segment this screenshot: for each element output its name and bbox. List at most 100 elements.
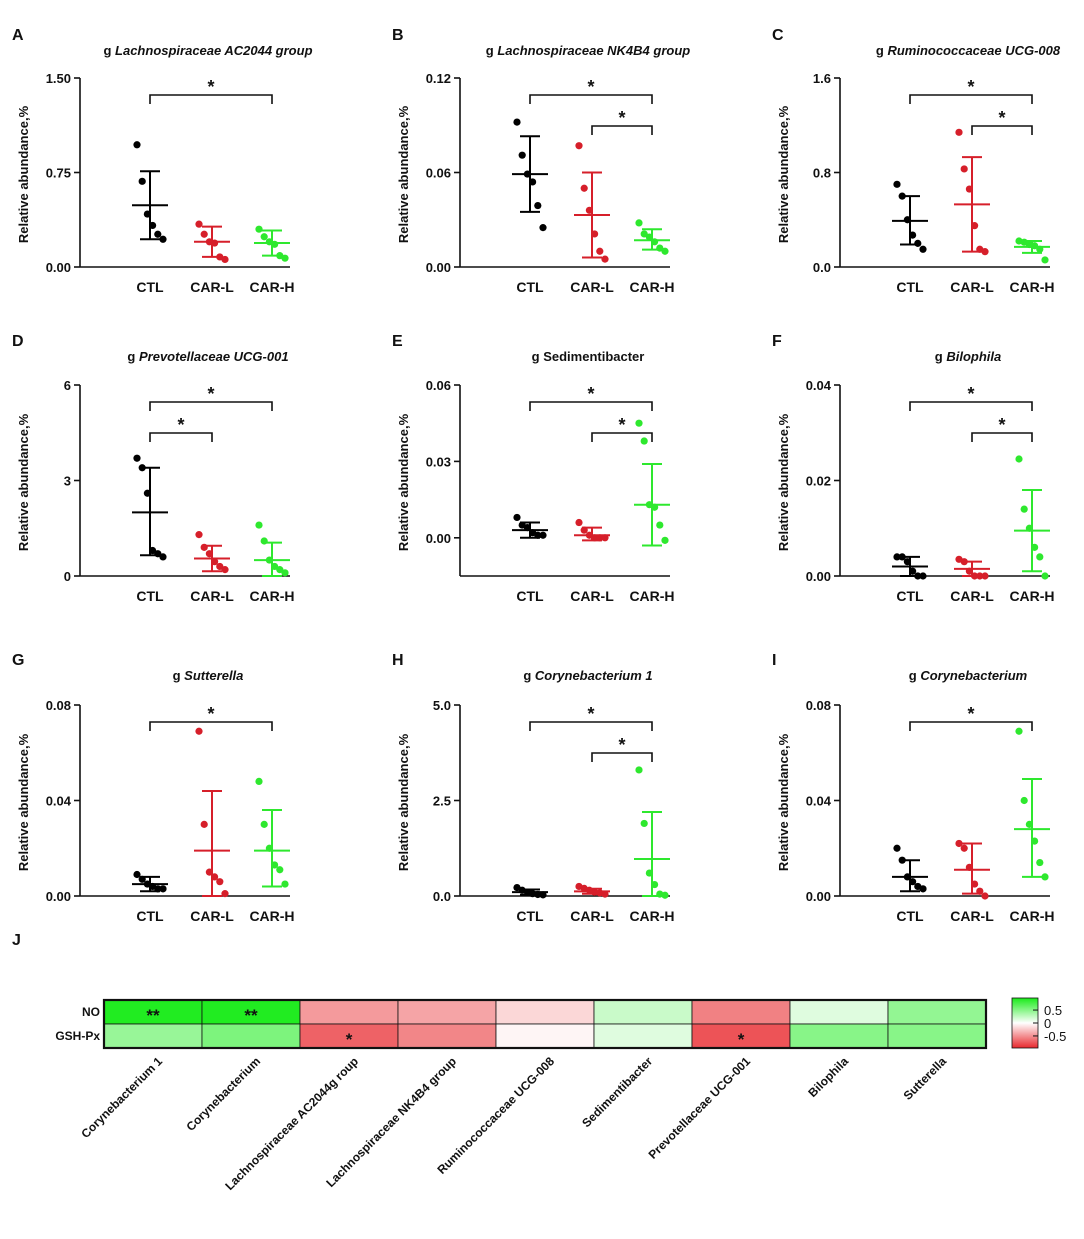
colorbar-tick-label: 0 — [1044, 1016, 1051, 1031]
data-point — [255, 225, 263, 233]
x-category-label: CAR-H — [629, 908, 674, 924]
x-category-label: CAR-H — [629, 279, 674, 295]
heatmap-star: * — [346, 1030, 353, 1049]
data-point — [255, 521, 263, 529]
data-point — [281, 569, 289, 577]
y-tick-label: 1.50 — [46, 71, 71, 86]
data-point — [1036, 858, 1044, 867]
data-point — [281, 254, 289, 262]
panel-E: Eg Sedimentibacter Relative abundance,% 0.… — [392, 333, 675, 604]
significance-bracket — [149, 401, 273, 411]
x-category-label: CAR-H — [249, 588, 294, 604]
data-point — [919, 245, 927, 253]
title-prefix: g — [523, 668, 535, 683]
title-prefix: g — [935, 349, 947, 364]
x-category-label: CAR-H — [249, 279, 294, 295]
y-tick-label: 0.00 — [46, 889, 71, 904]
x-category-label: CTL — [896, 279, 924, 295]
y-tick-label: 0.03 — [426, 454, 451, 469]
significance-star: * — [207, 384, 214, 404]
y-tick-label: 0.04 — [46, 794, 72, 809]
data-point — [281, 880, 289, 888]
x-category-label: CAR-L — [570, 908, 614, 924]
title-genus: Ruminococcaceae UCG-008 — [887, 43, 1060, 58]
y-tick-label: 2.5 — [433, 794, 451, 809]
y-tick-label: 0.8 — [813, 166, 831, 181]
significance-bracket — [909, 721, 1033, 731]
y-axis-label: Relative abundance,% — [16, 105, 31, 243]
data-point — [575, 518, 583, 527]
data-point — [200, 820, 208, 828]
significance-bracket — [909, 94, 1033, 104]
data-point — [656, 521, 664, 529]
colorbar-tick-label: 0.5 — [1044, 1003, 1062, 1018]
y-tick-label: 5.0 — [433, 698, 451, 713]
significance-star: * — [618, 735, 625, 755]
data-point — [1036, 553, 1044, 561]
y-tick-label: 0.0 — [433, 889, 451, 904]
panel-title: g Lachnospiraceae NK4B4 group — [486, 43, 691, 58]
title-genus: Corynebacterium 1 — [535, 668, 653, 683]
significance-star: * — [967, 384, 974, 404]
heatmap-cell — [299, 999, 399, 1025]
heatmap-cell — [691, 999, 791, 1025]
data-point — [159, 235, 167, 243]
y-tick-label: 0.02 — [806, 474, 831, 489]
data-point — [1015, 455, 1023, 463]
data-point — [596, 247, 604, 255]
panel-title: g Prevotellaceae UCG-001 — [127, 349, 288, 364]
significance-bracket — [591, 752, 653, 762]
heatmap-cell — [201, 1023, 301, 1049]
panel-C: Cg Ruminococcaceae UCG-008 Relative abund… — [772, 27, 1061, 295]
x-category-label: CAR-L — [570, 279, 614, 295]
data-point — [640, 819, 648, 828]
x-category-label: CAR-H — [1009, 588, 1054, 604]
significance-star: * — [207, 77, 214, 97]
x-category-label: CAR-L — [190, 908, 234, 924]
title-prefix: g — [103, 43, 115, 58]
heatmap-row-label: NO — [82, 1005, 100, 1019]
data-point — [981, 248, 989, 256]
y-tick-label: 0.75 — [46, 166, 71, 181]
panel-A: Ag Lachnospiraceae AC2044 group Relative … — [12, 27, 313, 295]
significance-bracket — [529, 721, 653, 731]
title-genus: Corynebacterium — [920, 668, 1027, 683]
data-point — [200, 230, 208, 238]
significance-star: * — [177, 415, 184, 435]
title-genus: Bilophila — [946, 349, 1001, 364]
heatmap-cell — [691, 1023, 791, 1049]
x-category-label: CAR-H — [629, 588, 674, 604]
heatmap-cell — [593, 1023, 693, 1049]
data-point — [260, 233, 268, 241]
significance-star: * — [967, 704, 974, 724]
significance-star: * — [207, 704, 214, 724]
heatmap-star: * — [738, 1030, 745, 1049]
heatmap-star: ** — [146, 1006, 160, 1025]
x-category-label: CTL — [516, 908, 544, 924]
x-category-label: CAR-H — [1009, 908, 1054, 924]
y-tick-label: 0.00 — [806, 569, 831, 584]
x-category-label: CAR-L — [950, 908, 994, 924]
heatmap-column-label: Sutterella — [901, 1054, 950, 1103]
significance-bracket — [149, 94, 273, 104]
colorbar-tick-label: -0.5 — [1044, 1029, 1066, 1044]
panel-label: I — [772, 652, 776, 669]
title-prefix: g — [486, 43, 498, 58]
data-point — [893, 553, 901, 561]
panel-label: G — [12, 652, 24, 669]
data-point — [513, 118, 521, 126]
panel-B: Bg Lachnospiraceae NK4B4 group Relative a… — [392, 27, 690, 295]
y-tick-label: 0.08 — [806, 698, 831, 713]
data-point — [635, 419, 643, 427]
panel-D: Dg Prevotellaceae UCG-001 Relative abunda… — [12, 333, 295, 604]
significance-star: * — [587, 77, 594, 97]
x-category-label: CTL — [136, 908, 164, 924]
y-tick-label: 0.00 — [426, 531, 451, 546]
x-category-label: CTL — [896, 908, 924, 924]
y-axis-label: Relative abundance,% — [776, 105, 791, 243]
data-point — [260, 820, 268, 828]
data-point — [661, 891, 669, 899]
data-point — [955, 128, 963, 136]
data-point — [513, 513, 521, 522]
significance-bracket — [149, 721, 273, 731]
